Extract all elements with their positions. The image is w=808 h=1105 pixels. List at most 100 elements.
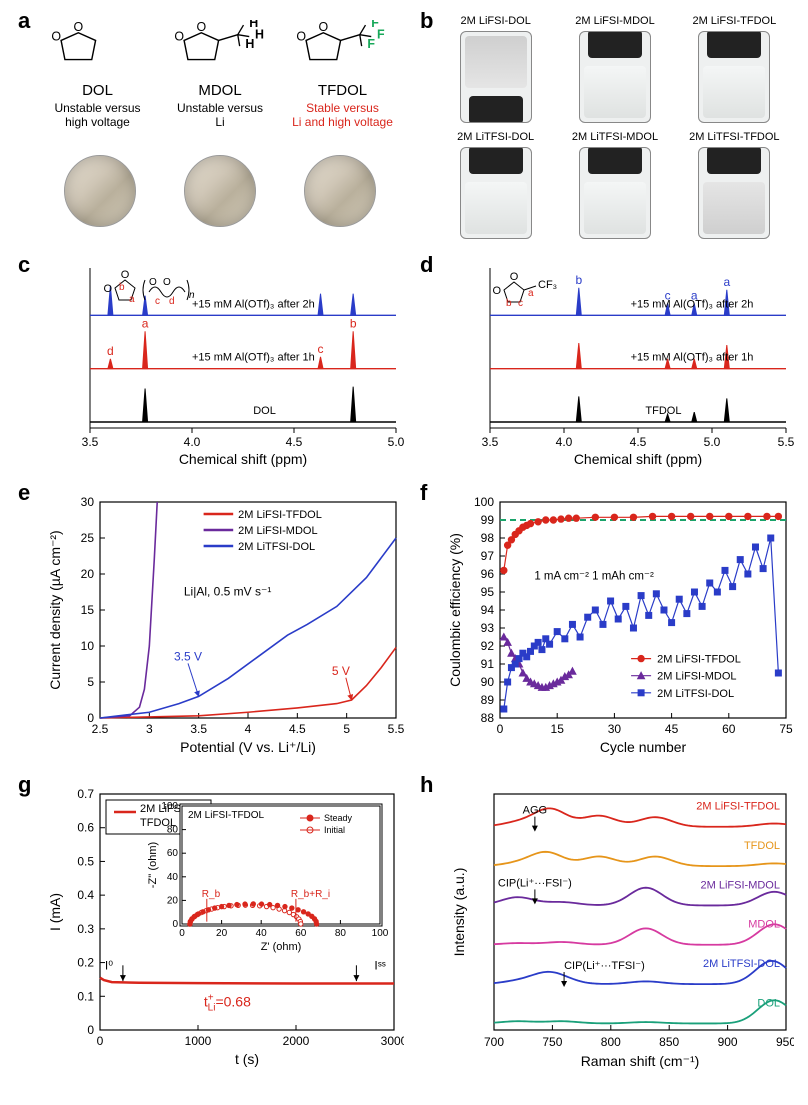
svg-text:+15 mM Al(OTf)₃ after 2h: +15 mM Al(OTf)₃ after 2h — [192, 298, 315, 310]
svg-text:3.5 V: 3.5 V — [174, 649, 202, 663]
svg-text:3.5: 3.5 — [190, 722, 207, 736]
svg-text:25: 25 — [81, 531, 95, 545]
disk-tfdol — [304, 155, 376, 227]
svg-text:3.5: 3.5 — [482, 435, 499, 449]
svg-text:850: 850 — [659, 1035, 679, 1049]
svg-text:2M LiTFSI-DOL: 2M LiTFSI-DOL — [657, 688, 734, 700]
svg-text:F: F — [367, 37, 375, 51]
svg-text:n: n — [189, 290, 195, 301]
svg-text:O: O — [51, 29, 61, 43]
svg-text:60: 60 — [722, 722, 736, 736]
svg-text:Iˢˢ: Iˢˢ — [374, 958, 386, 972]
svg-text:0.3: 0.3 — [77, 922, 94, 936]
panel-b-vials: 2M LiFSI-DOL2M LiFSI-MDOL2M LiFSI-TFDOL2… — [440, 15, 790, 239]
svg-text:-Z'' (ohm): -Z'' (ohm) — [147, 842, 159, 888]
figure: a b c d e f g h OODOLUnstable versushigh… — [0, 0, 808, 1105]
svg-text:90: 90 — [481, 675, 495, 689]
svg-text:0: 0 — [97, 1034, 104, 1048]
svg-text:b: b — [506, 298, 512, 309]
svg-text:40: 40 — [167, 872, 179, 883]
svg-text:89: 89 — [481, 693, 495, 707]
svg-text:+15 mM Al(OTf)₃ after 2h: +15 mM Al(OTf)₃ after 2h — [631, 298, 754, 310]
molecule-tfdol: OOFFFTFDOLStable versusLi and high volta… — [285, 20, 400, 130]
svg-text:Li|Al, 0.5 mV s⁻¹: Li|Al, 0.5 mV s⁻¹ — [184, 585, 271, 599]
svg-text:30: 30 — [81, 495, 95, 509]
panel-label-b: b — [420, 8, 433, 34]
svg-text:5.0: 5.0 — [388, 435, 404, 449]
svg-text:2M LiTFSI-DOL: 2M LiTFSI-DOL — [238, 541, 315, 553]
disk-mdol — [184, 155, 256, 227]
disk-dol — [64, 155, 136, 227]
svg-text:2.5: 2.5 — [92, 722, 109, 736]
svg-text:94: 94 — [481, 603, 495, 617]
svg-text:5: 5 — [343, 722, 350, 736]
svg-text:2000: 2000 — [283, 1034, 310, 1048]
svg-text:a: a — [723, 275, 730, 289]
svg-text:5.5: 5.5 — [388, 722, 404, 736]
svg-text:5.5: 5.5 — [778, 435, 794, 449]
svg-text:10: 10 — [81, 639, 95, 653]
svg-text:Raman shift (cm⁻¹): Raman shift (cm⁻¹) — [581, 1053, 700, 1069]
svg-text:Chemical shift (ppm): Chemical shift (ppm) — [179, 451, 307, 467]
svg-text:a: a — [142, 316, 149, 330]
svg-text:0.5: 0.5 — [77, 854, 94, 868]
svg-text:4.0: 4.0 — [556, 435, 573, 449]
svg-text:0: 0 — [497, 722, 504, 736]
svg-text:I (mA): I (mA) — [47, 893, 63, 931]
svg-text:Initial: Initial — [324, 825, 345, 835]
svg-text:CIP(Li⁺···FSI⁻): CIP(Li⁺···FSI⁻) — [498, 877, 572, 889]
svg-text:O: O — [296, 29, 306, 43]
svg-text:100: 100 — [372, 928, 389, 939]
svg-text:3000: 3000 — [381, 1034, 404, 1048]
svg-text:95: 95 — [481, 585, 495, 599]
svg-text:88: 88 — [481, 711, 495, 725]
svg-text:0: 0 — [87, 1023, 94, 1037]
svg-text:1000: 1000 — [185, 1034, 212, 1048]
svg-text:TFDOL: TFDOL — [744, 840, 780, 852]
svg-text:H: H — [245, 37, 254, 51]
panel-f-ce-plot: 01530456075888990919293949596979899100Cy… — [444, 492, 794, 762]
panel-a-photos — [40, 155, 400, 227]
svg-text:92: 92 — [481, 639, 495, 653]
svg-text:0: 0 — [179, 928, 185, 939]
svg-text:5.0: 5.0 — [704, 435, 721, 449]
svg-text:45: 45 — [665, 722, 679, 736]
svg-text:80: 80 — [167, 825, 179, 836]
svg-text:O: O — [510, 271, 519, 283]
svg-text:20: 20 — [167, 895, 179, 906]
svg-text:4.5: 4.5 — [630, 435, 647, 449]
vial-cell: 2M LiTFSI-TFDOL — [679, 131, 790, 239]
svg-text:Coulombic efficiency (%): Coulombic efficiency (%) — [447, 533, 463, 687]
svg-text:0.1: 0.1 — [77, 989, 94, 1003]
panel-label-d: d — [420, 252, 433, 278]
svg-text:99: 99 — [481, 513, 495, 527]
svg-text:4.5: 4.5 — [286, 435, 303, 449]
svg-text:O: O — [174, 29, 184, 43]
panel-label-f: f — [420, 480, 427, 506]
svg-text:Cycle number: Cycle number — [600, 739, 687, 755]
svg-text:O: O — [121, 269, 130, 281]
svg-text:2M LiFSI-MDOL: 2M LiFSI-MDOL — [657, 671, 736, 683]
svg-text:0.7: 0.7 — [77, 787, 94, 801]
svg-text:0.6: 0.6 — [77, 821, 94, 835]
svg-text:Current density (µA cm⁻²): Current density (µA cm⁻²) — [47, 530, 63, 689]
svg-text:0: 0 — [87, 711, 94, 725]
svg-text:97: 97 — [481, 549, 495, 563]
svg-text:0: 0 — [172, 919, 178, 930]
svg-text:+15 mM Al(OTf)₃ after 1h: +15 mM Al(OTf)₃ after 1h — [631, 352, 754, 364]
svg-text:t (s): t (s) — [235, 1051, 259, 1067]
svg-text:O: O — [196, 20, 206, 34]
vial-cell: 2M LiTFSI-MDOL — [559, 131, 670, 239]
svg-text:4.5: 4.5 — [289, 722, 306, 736]
svg-text:Steady: Steady — [324, 813, 353, 823]
svg-text:2M LiFSI-TFDOL: 2M LiFSI-TFDOL — [657, 654, 741, 666]
svg-text:700: 700 — [484, 1035, 504, 1049]
svg-text:DOL: DOL — [253, 405, 276, 417]
svg-text:0.2: 0.2 — [77, 956, 94, 970]
svg-text:15: 15 — [81, 603, 95, 617]
svg-text:2M LiFSI-TFDOL: 2M LiFSI-TFDOL — [188, 810, 265, 821]
svg-text:60: 60 — [167, 848, 179, 859]
svg-text:c: c — [518, 298, 523, 309]
svg-text:75: 75 — [779, 722, 793, 736]
svg-text:2M LiFSI-MDOL: 2M LiFSI-MDOL — [701, 879, 780, 891]
